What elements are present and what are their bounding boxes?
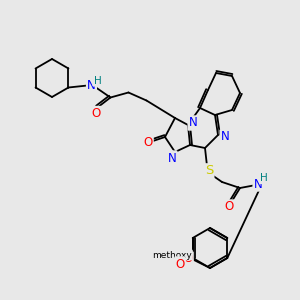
Text: O: O [92, 107, 101, 120]
Text: H: H [260, 173, 268, 183]
Text: O: O [183, 253, 193, 266]
Text: N: N [189, 116, 197, 130]
Text: N: N [87, 79, 96, 92]
Text: H: H [94, 76, 101, 85]
Text: methoxy: methoxy [152, 250, 192, 260]
Text: O: O [143, 136, 153, 149]
Text: O: O [224, 200, 234, 214]
Text: N: N [254, 178, 262, 190]
Text: O: O [176, 257, 184, 271]
Text: N: N [168, 152, 176, 164]
Text: S: S [205, 164, 213, 178]
Text: N: N [220, 130, 230, 143]
